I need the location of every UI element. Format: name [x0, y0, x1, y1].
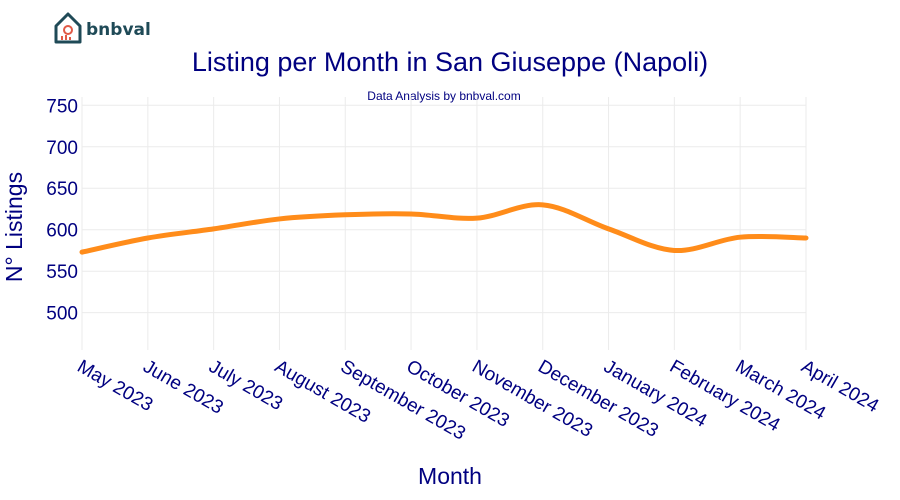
chart-subtitle: Data Analysis by bnbval.com	[367, 89, 520, 103]
y-tick-label: 500	[46, 304, 78, 325]
grid	[81, 97, 807, 350]
y-axis-ticks: 500 550 600 650 700 750	[46, 96, 78, 324]
x-tick-label: February 2024	[666, 356, 784, 436]
series-line	[79, 202, 809, 255]
brand-name: bnbval	[86, 20, 151, 40]
y-tick-label: 750	[46, 96, 78, 117]
y-tick-label: 650	[46, 179, 78, 200]
brand-logo: bnbval	[54, 12, 151, 44]
bar-icon	[69, 37, 71, 40]
magnifier-icon	[63, 25, 73, 35]
series	[79, 202, 809, 255]
y-tick-label: 700	[46, 138, 78, 159]
house-icon	[54, 12, 82, 44]
bar-icon	[61, 36, 63, 40]
y-tick-label: 600	[46, 221, 78, 242]
y-axis-label: N° Listings	[1, 172, 27, 282]
chart-title: Listing per Month in San Giuseppe (Napol…	[192, 47, 708, 77]
bar-icon	[65, 35, 67, 40]
x-axis-label: Month	[418, 463, 482, 489]
y-tick-label: 550	[46, 262, 78, 283]
